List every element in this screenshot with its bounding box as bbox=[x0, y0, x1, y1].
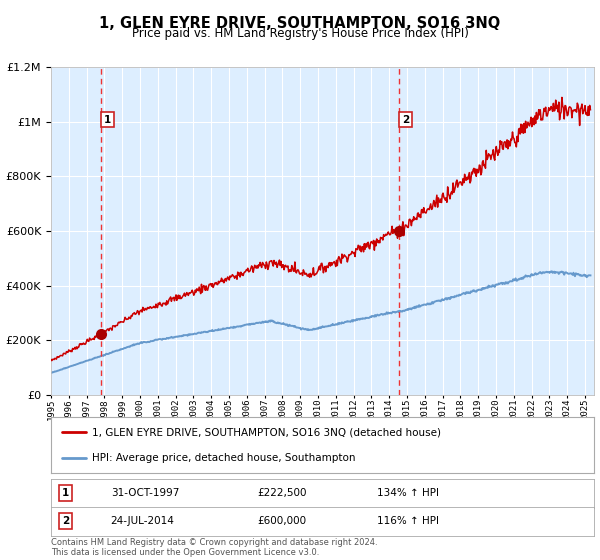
Text: HPI: Average price, detached house, Southampton: HPI: Average price, detached house, Sout… bbox=[92, 453, 355, 463]
Text: 116% ↑ HPI: 116% ↑ HPI bbox=[377, 516, 439, 526]
Text: 24-JUL-2014: 24-JUL-2014 bbox=[111, 516, 175, 526]
Text: Price paid vs. HM Land Registry's House Price Index (HPI): Price paid vs. HM Land Registry's House … bbox=[131, 27, 469, 40]
Text: 1, GLEN EYRE DRIVE, SOUTHAMPTON, SO16 3NQ: 1, GLEN EYRE DRIVE, SOUTHAMPTON, SO16 3N… bbox=[100, 16, 500, 31]
Text: £600,000: £600,000 bbox=[257, 516, 307, 526]
Text: 2: 2 bbox=[62, 516, 69, 526]
Text: 134% ↑ HPI: 134% ↑ HPI bbox=[377, 488, 439, 498]
Text: £222,500: £222,500 bbox=[257, 488, 307, 498]
Text: 1: 1 bbox=[104, 115, 112, 125]
Text: 1, GLEN EYRE DRIVE, SOUTHAMPTON, SO16 3NQ (detached house): 1, GLEN EYRE DRIVE, SOUTHAMPTON, SO16 3N… bbox=[92, 427, 441, 437]
Text: 31-OCT-1997: 31-OCT-1997 bbox=[111, 488, 179, 498]
Text: 2: 2 bbox=[402, 115, 409, 125]
Text: 1: 1 bbox=[62, 488, 69, 498]
Text: Contains HM Land Registry data © Crown copyright and database right 2024.
This d: Contains HM Land Registry data © Crown c… bbox=[51, 538, 377, 557]
